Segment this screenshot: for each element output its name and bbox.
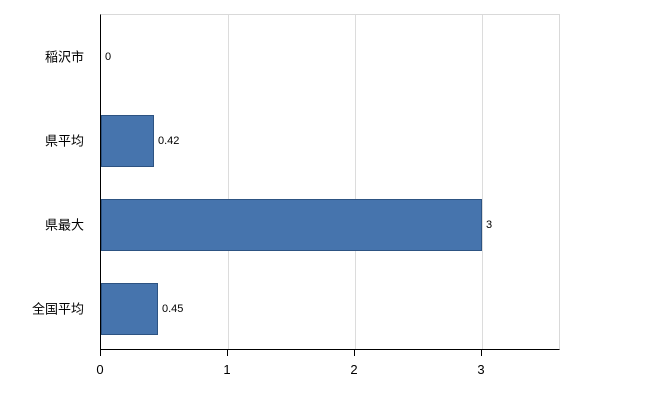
category-label-2: 県最大 — [44, 217, 84, 233]
category-label-1: 県平均 — [44, 133, 84, 149]
plot-area: 0 0.42 3 0.45 — [100, 14, 560, 350]
x-tick-mark — [481, 350, 482, 356]
x-tick-label: 0 — [96, 362, 104, 377]
category-label-3: 全国平均 — [31, 301, 84, 317]
x-tick-label: 1 — [223, 362, 231, 377]
bar-value-label: 3 — [486, 219, 493, 231]
x-tick-label: 3 — [477, 362, 485, 377]
category-label-0: 稲沢市 — [44, 49, 84, 65]
bar-3[interactable] — [101, 283, 158, 335]
bar-value-label: 0.45 — [162, 303, 184, 315]
bar-value-label: 0.42 — [158, 135, 180, 147]
gridline-x-3 — [482, 15, 483, 349]
x-tick-mark — [227, 350, 228, 356]
x-tick-mark — [354, 350, 355, 356]
bar-2[interactable] — [101, 199, 482, 251]
gridline-x-2 — [355, 15, 356, 349]
x-tick-mark — [100, 350, 101, 356]
gridline-x-1 — [228, 15, 229, 349]
x-tick-label: 2 — [350, 362, 358, 377]
bar-value-label: 0 — [105, 51, 112, 63]
bar-1[interactable] — [101, 115, 154, 167]
